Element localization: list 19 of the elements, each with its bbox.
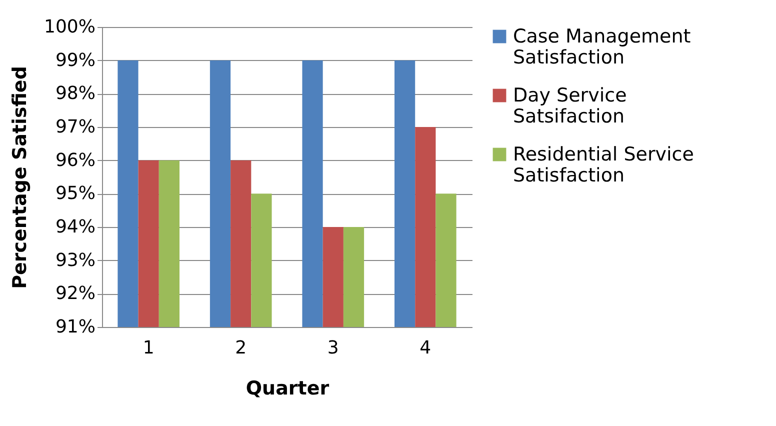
y-tick-label: 92%: [55, 283, 96, 304]
x-tick-label: 3: [327, 338, 339, 358]
x-axis-title: Quarter: [246, 378, 330, 400]
x-tick-label: 1: [142, 338, 154, 358]
y-tick-label: 99%: [55, 50, 96, 71]
y-tick-label: 97%: [55, 116, 96, 138]
y-axis-title: Percentage Satisfied: [9, 66, 32, 289]
y-tick-label: 100%: [44, 16, 96, 38]
y-tick-label: 93%: [55, 250, 96, 271]
legend-label: Residential Service Satisfaction: [513, 144, 694, 186]
x-tick-label: 4: [420, 338, 432, 358]
legend-label: Case Management Satisfaction: [513, 26, 691, 68]
legend-label: Day Service Satsifaction: [513, 84, 627, 128]
y-tick-label: 94%: [55, 216, 96, 238]
y-tick-label: 95%: [55, 183, 96, 204]
x-tick-label: 2: [235, 338, 247, 358]
y-tick-label: 91%: [55, 316, 96, 338]
y-tick-label: 96%: [55, 150, 96, 171]
y-tick-label: 98%: [55, 83, 96, 104]
